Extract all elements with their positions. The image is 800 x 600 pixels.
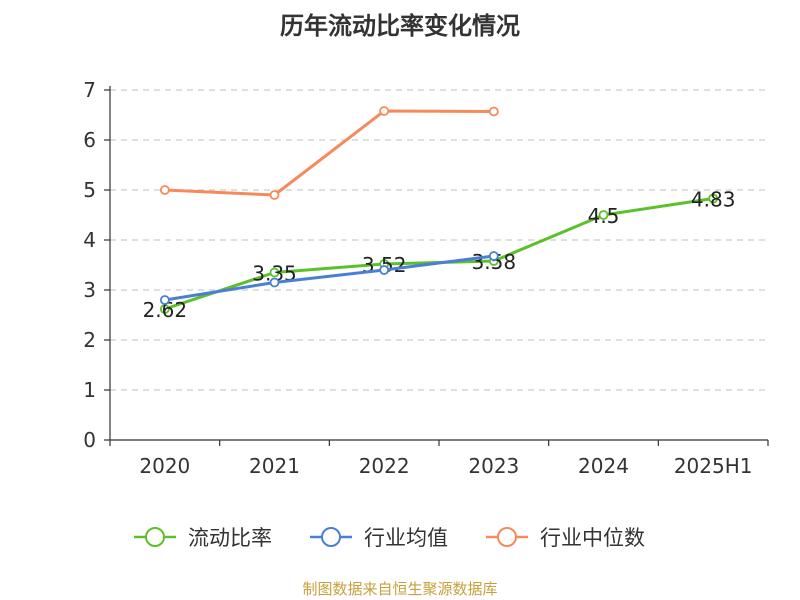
data-point <box>159 295 170 305</box>
x-tick-label: 2020 <box>139 454 190 478</box>
series-line-1 <box>164 197 714 311</box>
x-tick-label: 2021 <box>249 454 300 478</box>
legend-label: 流动比率 <box>188 526 272 550</box>
legend-marker <box>321 527 341 547</box>
x-tick-label: 2023 <box>468 454 519 478</box>
series-line-2 <box>164 254 495 302</box>
x-tick-label: 2024 <box>578 454 629 478</box>
data-point <box>159 304 170 314</box>
y-tick-label: 1 <box>83 378 96 402</box>
y-tick-label: 2 <box>83 328 96 352</box>
data-point <box>159 185 170 195</box>
data-point <box>488 251 499 261</box>
data-point <box>488 106 499 117</box>
series-line-3 <box>164 109 494 197</box>
y-tick-label: 4 <box>83 228 96 252</box>
data-point <box>708 193 719 204</box>
data-label: 4.5 <box>588 204 620 228</box>
data-point <box>269 190 280 200</box>
y-tick-label: 5 <box>83 178 96 202</box>
chart-title: 历年流动比率变化情况 <box>280 12 520 40</box>
y-tick-label: 3 <box>83 278 96 302</box>
x-tick-label: 2025H1 <box>674 454 753 478</box>
data-label: 4.83 <box>691 188 736 212</box>
legend-marker <box>145 527 165 547</box>
x-tick-label: 2022 <box>359 454 410 478</box>
data-point <box>269 277 280 288</box>
source-note: 制图数据来自恒生聚源数据库 <box>302 580 498 598</box>
y-tick-label: 7 <box>83 78 96 102</box>
data-point <box>269 267 280 278</box>
legend-marker <box>497 527 517 547</box>
legend-label: 行业均值 <box>364 526 448 550</box>
y-tick-label: 0 <box>83 428 96 452</box>
legend-label: 行业中位数 <box>540 526 645 550</box>
data-point <box>379 106 390 116</box>
data-point <box>598 210 609 220</box>
data-point <box>379 265 390 275</box>
y-tick-label: 6 <box>83 128 96 152</box>
